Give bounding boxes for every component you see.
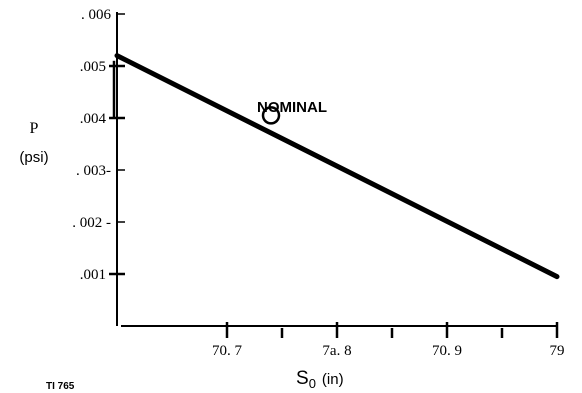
series-line (114, 53, 560, 280)
nominal-label: NOMINAL (257, 99, 327, 116)
y-tick-label-1: .005 (80, 59, 106, 75)
axes: . 006 .005 .004 . 003- . 002 - .001 70. 7 7a. 8… (72, 7, 564, 359)
x-tick-label-0: 70. 7 (212, 343, 243, 359)
y-tick-label-3: . 003- (76, 163, 111, 179)
y-tick-label-2: .004 (80, 111, 107, 127)
labels: P (psi) NOMINAL TI 765 S0 (in) (19, 99, 343, 392)
x-axis-label-main: S (296, 368, 309, 389)
x-tick-label-2: 70. 9 (432, 343, 462, 359)
marks (114, 53, 560, 280)
y-tick-label-0: . 006 (81, 7, 112, 23)
y-axis-label-symbol: P (30, 120, 39, 137)
y-axis-label-unit: (psi) (19, 149, 48, 166)
x-axis-label-unit: (in) (322, 371, 344, 388)
x-axis-label: S0 (in) (296, 368, 344, 391)
x-axis-label-sub: 0 (309, 376, 316, 391)
nominal-point (261, 106, 281, 125)
x-tick-label-1: 7a. 8 (322, 343, 351, 359)
y-tick-label-4: . 002 - (72, 215, 111, 231)
y-tick-label-5: .001 (80, 267, 106, 283)
x-tick-label-3: 79 (550, 343, 565, 359)
figure-id: TI 765 (46, 381, 75, 392)
